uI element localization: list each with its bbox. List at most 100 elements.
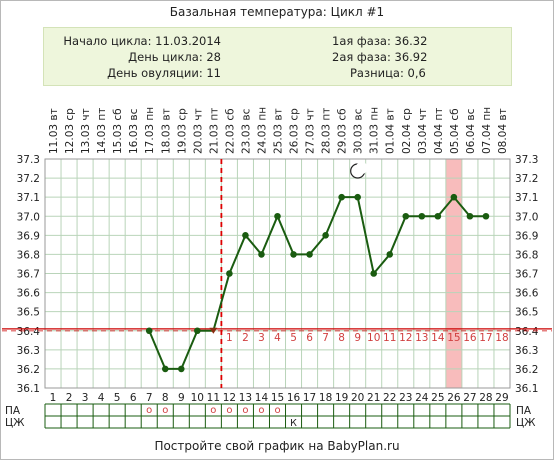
temperature-point	[290, 251, 297, 258]
y-tick-label-left: 36.7	[17, 269, 40, 281]
x-date-label: 15.03 сб	[112, 108, 124, 154]
y-tick-label-right: 36.7	[515, 269, 538, 281]
phase2: 2ая фаза: 36.92	[332, 50, 427, 64]
y-tick-label-left: 36.6	[17, 288, 41, 300]
x-date-label: 02.04 ср	[401, 108, 413, 154]
phase2-day-number: 3	[258, 332, 265, 344]
x-day-label: 4	[98, 392, 105, 404]
phase2-day-number: 14	[431, 332, 445, 344]
phase2-value: 36.92	[394, 50, 428, 64]
x-day-label: 23	[399, 392, 412, 404]
x-day-label: 26	[447, 392, 461, 404]
x-date-label: 01.04 вт	[385, 108, 397, 154]
phase2-day-number: 15	[447, 332, 460, 344]
x-date-label: 19.03 ср	[176, 108, 188, 154]
phase1-label: 1ая фаза:	[332, 34, 391, 48]
x-date-label: 05.04 сб	[449, 108, 461, 154]
x-date-label: 20.03 чт	[192, 108, 204, 154]
x-date-label: 07.04 пн	[481, 107, 493, 154]
x-date-label: 13.03 чт	[80, 108, 92, 154]
phase2-day-number: 16	[463, 332, 477, 344]
y-tick-label-left: 37.1	[17, 192, 40, 204]
pa-mark: o	[162, 405, 168, 416]
x-date-label: 08.04 вт	[497, 108, 509, 154]
cycle-day: День цикла: 28	[128, 50, 221, 64]
phase2-day-number: 6	[306, 332, 313, 344]
x-day-label: 11	[207, 392, 220, 404]
x-date-label: 06.04 вс	[465, 108, 477, 154]
pa-mark: o	[210, 405, 216, 416]
temperature-point	[177, 365, 185, 373]
x-date-label: 22.03 сб	[224, 108, 236, 154]
x-date-label: 17.03 пн	[144, 107, 156, 154]
y-tick-label-left: 36.5	[17, 307, 40, 319]
phase1-value: 36.32	[394, 34, 428, 48]
pa-mark: o	[274, 405, 280, 416]
x-date-label: 23.03 вс	[240, 108, 252, 154]
summary-panel: Начало цикла: 11.03.2014 День цикла: 28 …	[43, 27, 512, 86]
x-day-label: 22	[383, 392, 396, 404]
x-day-label: 14	[255, 392, 269, 404]
ovulation-day-value: 11	[206, 66, 221, 80]
x-date-label: 21.03 пт	[208, 108, 220, 154]
chart-title: Базальная температура: Цикл #1	[169, 5, 385, 19]
x-day-label: 20	[351, 392, 364, 404]
pa-mark: o	[258, 405, 264, 416]
y-tick-label-left: 36.9	[17, 230, 40, 242]
x-date-label: 16.03 вс	[128, 108, 140, 154]
temperature-point	[226, 270, 233, 277]
phase2-day-number: 4	[274, 332, 281, 344]
x-day-label: 3	[82, 392, 89, 404]
temperature-line	[148, 195, 486, 370]
x-day-label: 27	[463, 392, 476, 404]
row-label-left: ЦЖ	[5, 417, 25, 429]
temperature-point	[402, 212, 410, 220]
moon-icon-cutout	[355, 162, 368, 174]
x-day-label: 8	[162, 392, 169, 404]
difference: Разница: 0,6	[350, 66, 426, 80]
x-day-label: 28	[479, 392, 492, 404]
temperature-point	[242, 232, 249, 239]
y-tick-label-right: 36.4	[515, 326, 539, 338]
x-day-label: 12	[223, 392, 236, 404]
temperature-point	[370, 270, 378, 277]
phase2-day-number: 18	[495, 332, 508, 344]
x-day-label: 9	[178, 392, 185, 404]
cycle-start: Начало цикла: 11.03.2014	[63, 34, 221, 48]
y-tick-label-left: 37.2	[17, 173, 40, 185]
phase2-day-number: 2	[242, 332, 249, 344]
phase2-day-number: 5	[290, 332, 297, 344]
temperature-point	[418, 212, 426, 220]
y-tick-label-left: 37.0	[17, 211, 40, 223]
pa-mark: o	[146, 405, 152, 416]
temperature-point	[194, 327, 201, 335]
temperature-point	[386, 251, 394, 258]
y-tick-label-left: 36.3	[17, 345, 40, 357]
temperature-point	[466, 212, 474, 220]
temperature-point	[306, 251, 313, 258]
footer-link[interactable]: Постройте свой график на BabyPlan.ru	[154, 439, 400, 453]
y-tick-label-right: 36.3	[515, 345, 538, 357]
y-tick-label-left: 36.1	[17, 383, 40, 395]
temperature-point	[161, 365, 169, 373]
x-date-label: 24.03 пн	[256, 107, 268, 154]
cycle-day-label: День цикла:	[128, 50, 203, 64]
y-tick-label-right: 37.1	[515, 192, 538, 204]
phase2-day-number: 8	[338, 332, 345, 344]
x-day-label: 13	[239, 392, 252, 404]
phase2-day-number: 1	[226, 332, 233, 344]
x-day-label: 21	[367, 392, 380, 404]
y-tick-label-right: 37.2	[515, 173, 538, 185]
x-date-label: 30.03 вс	[353, 108, 365, 154]
cm-mark: К	[290, 418, 297, 429]
y-tick-label-right: 37.3	[515, 154, 538, 166]
x-day-label: 7	[146, 392, 153, 404]
x-day-label: 15	[271, 392, 284, 404]
x-day-label: 19	[335, 392, 348, 404]
x-date-label: 27.03 чт	[305, 108, 317, 154]
phase2-day-number: 7	[322, 332, 329, 344]
x-date-label: 25.03 вт	[273, 108, 285, 154]
x-day-label: 16	[287, 392, 301, 404]
y-tick-label-right: 36.2	[515, 364, 538, 376]
